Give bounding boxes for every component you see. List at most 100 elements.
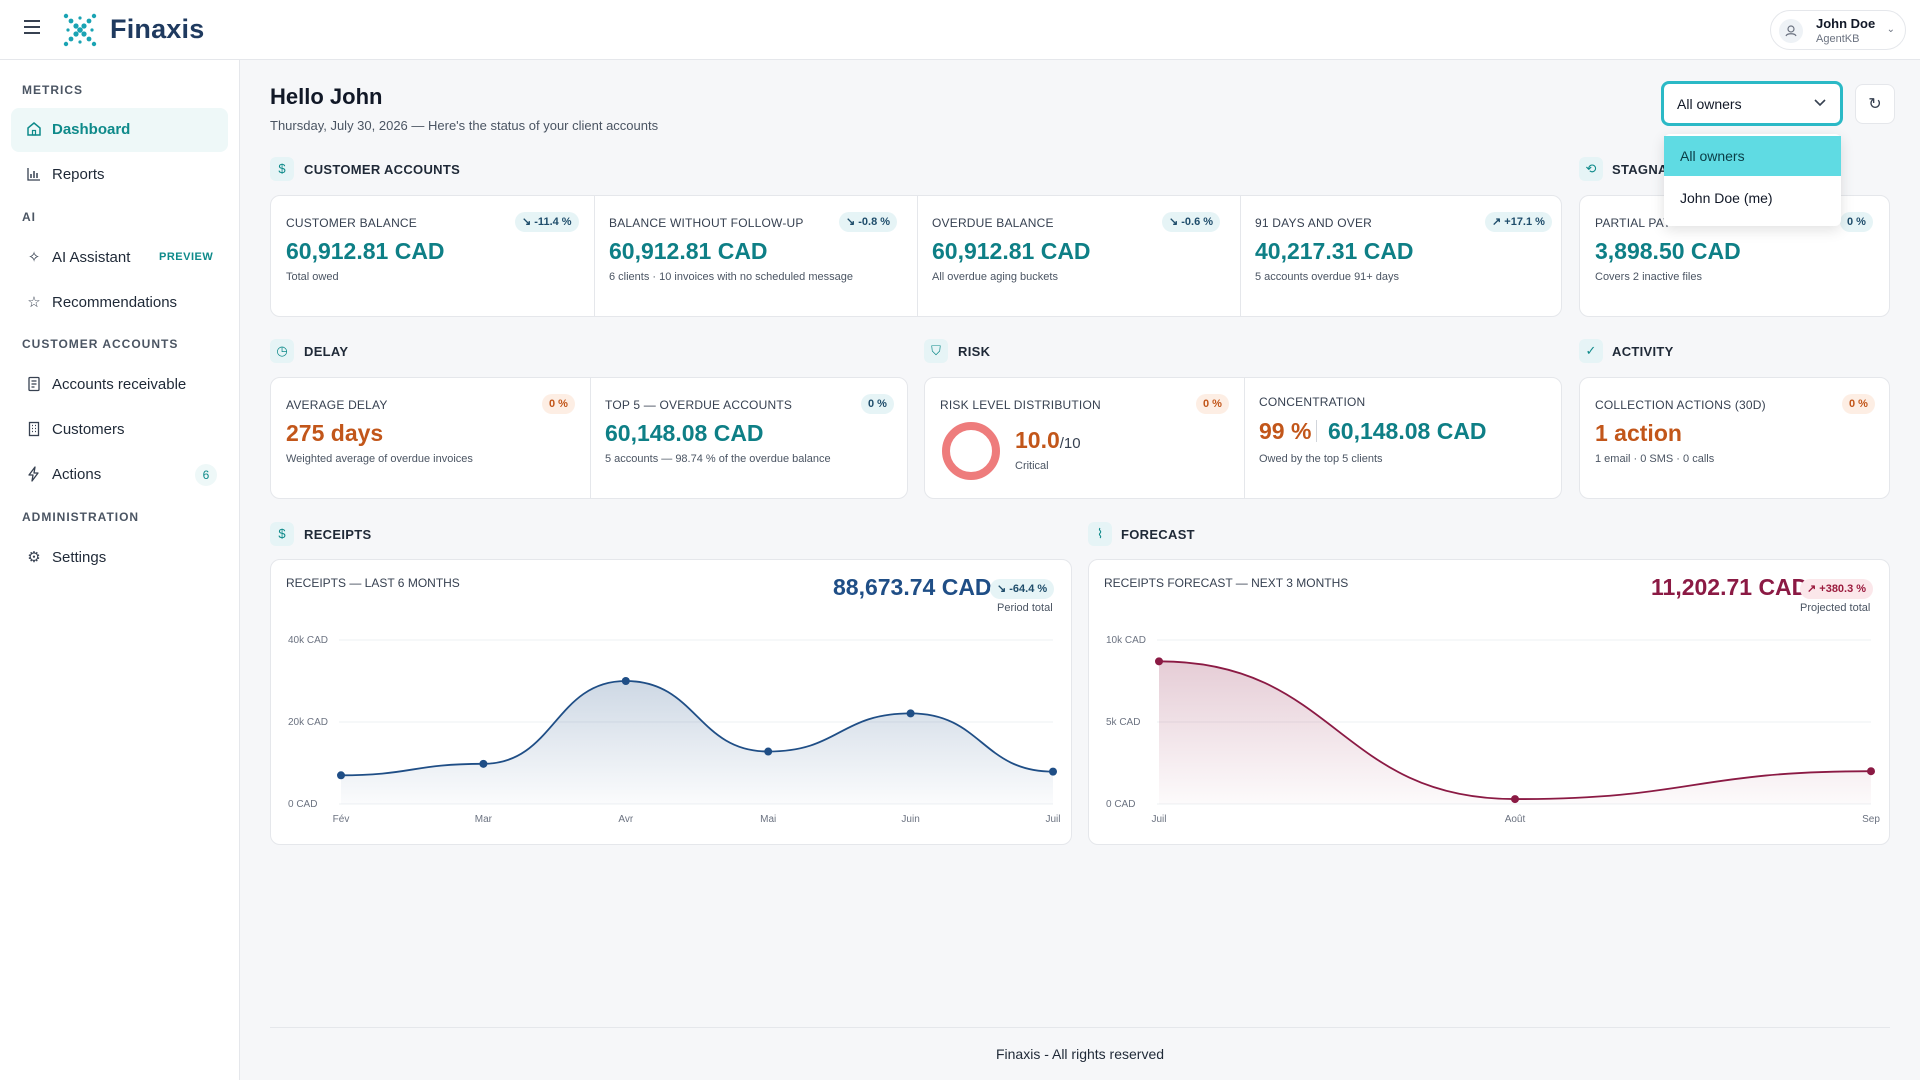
sidebar-item-recommendations[interactable]: ☆ Recommendations [11, 281, 228, 325]
risk-score: 10.0/10 [1015, 427, 1081, 454]
kpi-subtext: 1 email · 0 SMS · 0 calls [1595, 453, 1715, 465]
trend-badge: ↘ -64.4 % [990, 579, 1055, 599]
owner-option-all[interactable]: All owners [1664, 136, 1841, 176]
trend-badge: 0 % [1840, 212, 1873, 232]
sidebar-item-label: Recommendations [52, 294, 178, 311]
sidebar-item-ai-assistant[interactable]: ✧ AI Assistant PREVIEW [11, 236, 228, 280]
kpi-overdue-balance[interactable]: OVERDUE BALANCE ↘ -0.6 % 60,912.81 CAD A… [917, 196, 1240, 316]
sidebar-item-settings[interactable]: ⚙ Settings [11, 536, 228, 580]
line-chart-icon: ⌇ [1088, 522, 1112, 546]
risk-donut [942, 422, 1000, 480]
menu-icon[interactable] [24, 20, 40, 34]
owner-select[interactable]: All owners [1661, 81, 1843, 126]
home-icon [25, 121, 43, 139]
check-circle-icon: ✓ [1579, 339, 1603, 363]
receipts-chart: 40k CAD 20k CAD 0 CAD Fév Mar Avr Mai Juin Juil [288, 635, 1061, 825]
receipts-chart-card: RECEIPTS — LAST 6 MONTHS 88,673.74 CAD ↘… [270, 559, 1072, 845]
trend-badge: 0 % [1196, 394, 1229, 414]
kpi-subtext: 5 accounts overdue 91+ days [1255, 271, 1400, 283]
concentration-percent: 99 % [1259, 418, 1312, 444]
forecast-chart-card: RECEIPTS FORECAST — NEXT 3 MONTHS 11,202… [1088, 559, 1890, 845]
kpi-average-delay[interactable]: AVERAGE DELAY 0 % 275 days Weighted aver… [271, 378, 590, 498]
section-label-customer-accounts: CUSTOMER ACCOUNTS [22, 337, 179, 351]
series-area [341, 681, 1053, 804]
y-tick-label: 40k CAD [288, 635, 328, 646]
chart-total-label: Period total [997, 602, 1053, 614]
section-title-receipts: RECEIPTS [304, 527, 372, 542]
kpi-value: 1 action [1595, 420, 1682, 446]
x-tick-label: Juil [1045, 814, 1060, 825]
kpi-label: COLLECTION ACTIONS (30D) [1595, 398, 1766, 412]
divider [1244, 378, 1245, 498]
sidebar-item-label: Accounts receivable [52, 376, 187, 393]
risk-score-value: 10.0 [1015, 427, 1060, 453]
dollar-icon: $ [270, 157, 294, 181]
x-tick-label: Fév [333, 814, 350, 825]
series-area [1159, 661, 1871, 804]
section-title-activity: ACTIVITY [1612, 344, 1674, 359]
kpi-balance-without-follow-up[interactable]: BALANCE WITHOUT FOLLOW-UP ↘ -0.8 % 60,91… [594, 196, 917, 316]
customer-accounts-card: CUSTOMER BALANCE ↘ -11.4 % 60,912.81 CAD… [270, 195, 1562, 317]
chevron-down-icon: ⌄ [1886, 24, 1895, 35]
trend-badge: ↗ +380.3 % [1800, 579, 1874, 599]
sidebar-item-actions[interactable]: Actions 6 [11, 453, 228, 497]
x-tick-label: Août [1505, 814, 1526, 825]
kpi-value: 60,912.81 CAD [286, 238, 445, 264]
actions-count-badge: 6 [195, 464, 217, 486]
kpi-label: OVERDUE BALANCE [932, 216, 1054, 230]
data-point[interactable] [1511, 795, 1519, 804]
kpi-91-days-and-over[interactable]: 91 DAYS AND OVER ↗ +17.1 % 40,217.31 CAD… [1240, 196, 1563, 316]
building-icon [25, 421, 43, 439]
trend-badge: ↗ +17.1 % [1485, 212, 1552, 232]
trend-badge: ↘ -0.6 % [1162, 212, 1221, 232]
kpi-customer-balance[interactable]: CUSTOMER BALANCE ↘ -11.4 % 60,912.81 CAD… [271, 196, 594, 316]
kpi-label: CUSTOMER BALANCE [286, 216, 418, 230]
data-point[interactable] [906, 709, 915, 718]
x-tick-label: Juil [1151, 814, 1166, 825]
footer-divider [270, 1027, 1890, 1028]
data-point[interactable] [337, 771, 345, 780]
chart-title: RECEIPTS — LAST 6 MONTHS [286, 576, 460, 590]
history-icon: ⟲ [1579, 157, 1603, 181]
kpi-value: 60,148.08 CAD [605, 420, 764, 446]
user-name: John Doe [1816, 16, 1876, 31]
top-bar: Finaxis John Doe AgentKB ⌄ [0, 0, 1920, 60]
sidebar-item-reports[interactable]: Reports [11, 153, 228, 197]
data-point[interactable] [1049, 767, 1057, 776]
kpi-subtext: 5 accounts — 98.74 % of the overdue bala… [605, 453, 831, 465]
kpi-concentration[interactable]: CONCENTRATION 99 % 60,148.08 CAD Owed by… [1244, 378, 1563, 498]
kpi-collection-actions[interactable]: COLLECTION ACTIONS (30D) 0 % 1 action 1 … [1579, 377, 1890, 499]
kpi-label: 91 DAYS AND OVER [1255, 216, 1373, 230]
data-point[interactable] [764, 747, 773, 756]
kpi-value: 3,898.50 CAD [1595, 238, 1741, 264]
data-point[interactable] [1155, 657, 1163, 666]
data-point[interactable] [1867, 767, 1875, 776]
divider [590, 378, 591, 498]
kpi-value: 275 days [286, 420, 384, 446]
x-tick-label: Mai [760, 814, 776, 825]
trend-badge: ↘ -11.4 % [515, 212, 579, 232]
sidebar-item-label: Customers [52, 421, 125, 438]
concentration-value: 60,148.08 CAD [1328, 418, 1487, 444]
refresh-button[interactable]: ↻ [1855, 84, 1895, 124]
gear-icon: ⚙ [27, 549, 41, 566]
sidebar-item-customers[interactable]: Customers [11, 408, 228, 452]
sidebar-item-label: Reports [52, 166, 105, 183]
document-icon [25, 376, 43, 394]
kpi-risk-distribution[interactable]: RISK LEVEL DISTRIBUTION 0 % 10.0/10 Crit… [925, 378, 1244, 498]
owner-option-me[interactable]: John Doe (me) [1680, 190, 1773, 206]
shield-icon: ⛉ [924, 339, 948, 363]
brand-name: Finaxis [110, 14, 205, 44]
user-menu[interactable]: John Doe AgentKB ⌄ [1770, 10, 1906, 50]
sidebar-item-accounts-receivable[interactable]: Accounts receivable [11, 363, 228, 407]
kpi-subtext: Weighted average of overdue invoices [286, 453, 473, 465]
sidebar-item-dashboard[interactable]: Dashboard [11, 108, 228, 152]
finaxis-logo [63, 13, 97, 47]
user-role: AgentKB [1816, 33, 1860, 45]
data-point[interactable] [621, 677, 630, 685]
kpi-subtext: Total owed [286, 271, 339, 283]
footer-text: Finaxis - All rights reserved [995, 1046, 1165, 1062]
data-point[interactable] [479, 759, 488, 768]
kpi-top5-overdue[interactable]: TOP 5 — OVERDUE ACCOUNTS 0 % 60,148.08 C… [590, 378, 909, 498]
page-title: Hello John [270, 84, 383, 109]
